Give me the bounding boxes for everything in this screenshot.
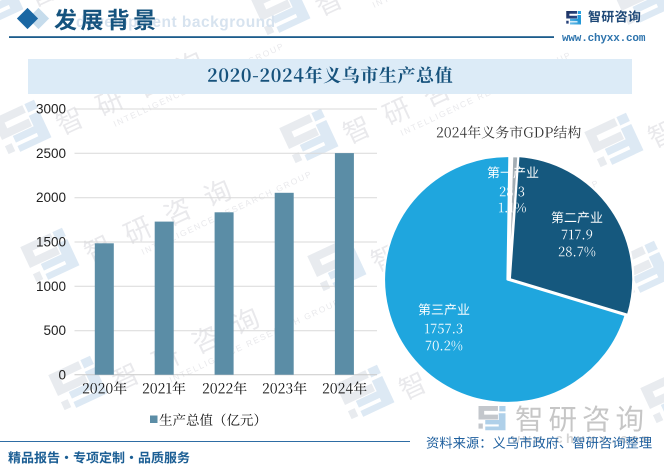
svg-text:0: 0 xyxy=(58,368,66,383)
svg-text:1000: 1000 xyxy=(36,279,66,294)
svg-text:2000: 2000 xyxy=(36,190,66,205)
svg-text:3000: 3000 xyxy=(36,102,66,117)
svg-text:1500: 1500 xyxy=(36,235,66,250)
svg-text:2500: 2500 xyxy=(36,146,66,161)
svg-text:500: 500 xyxy=(43,323,66,338)
